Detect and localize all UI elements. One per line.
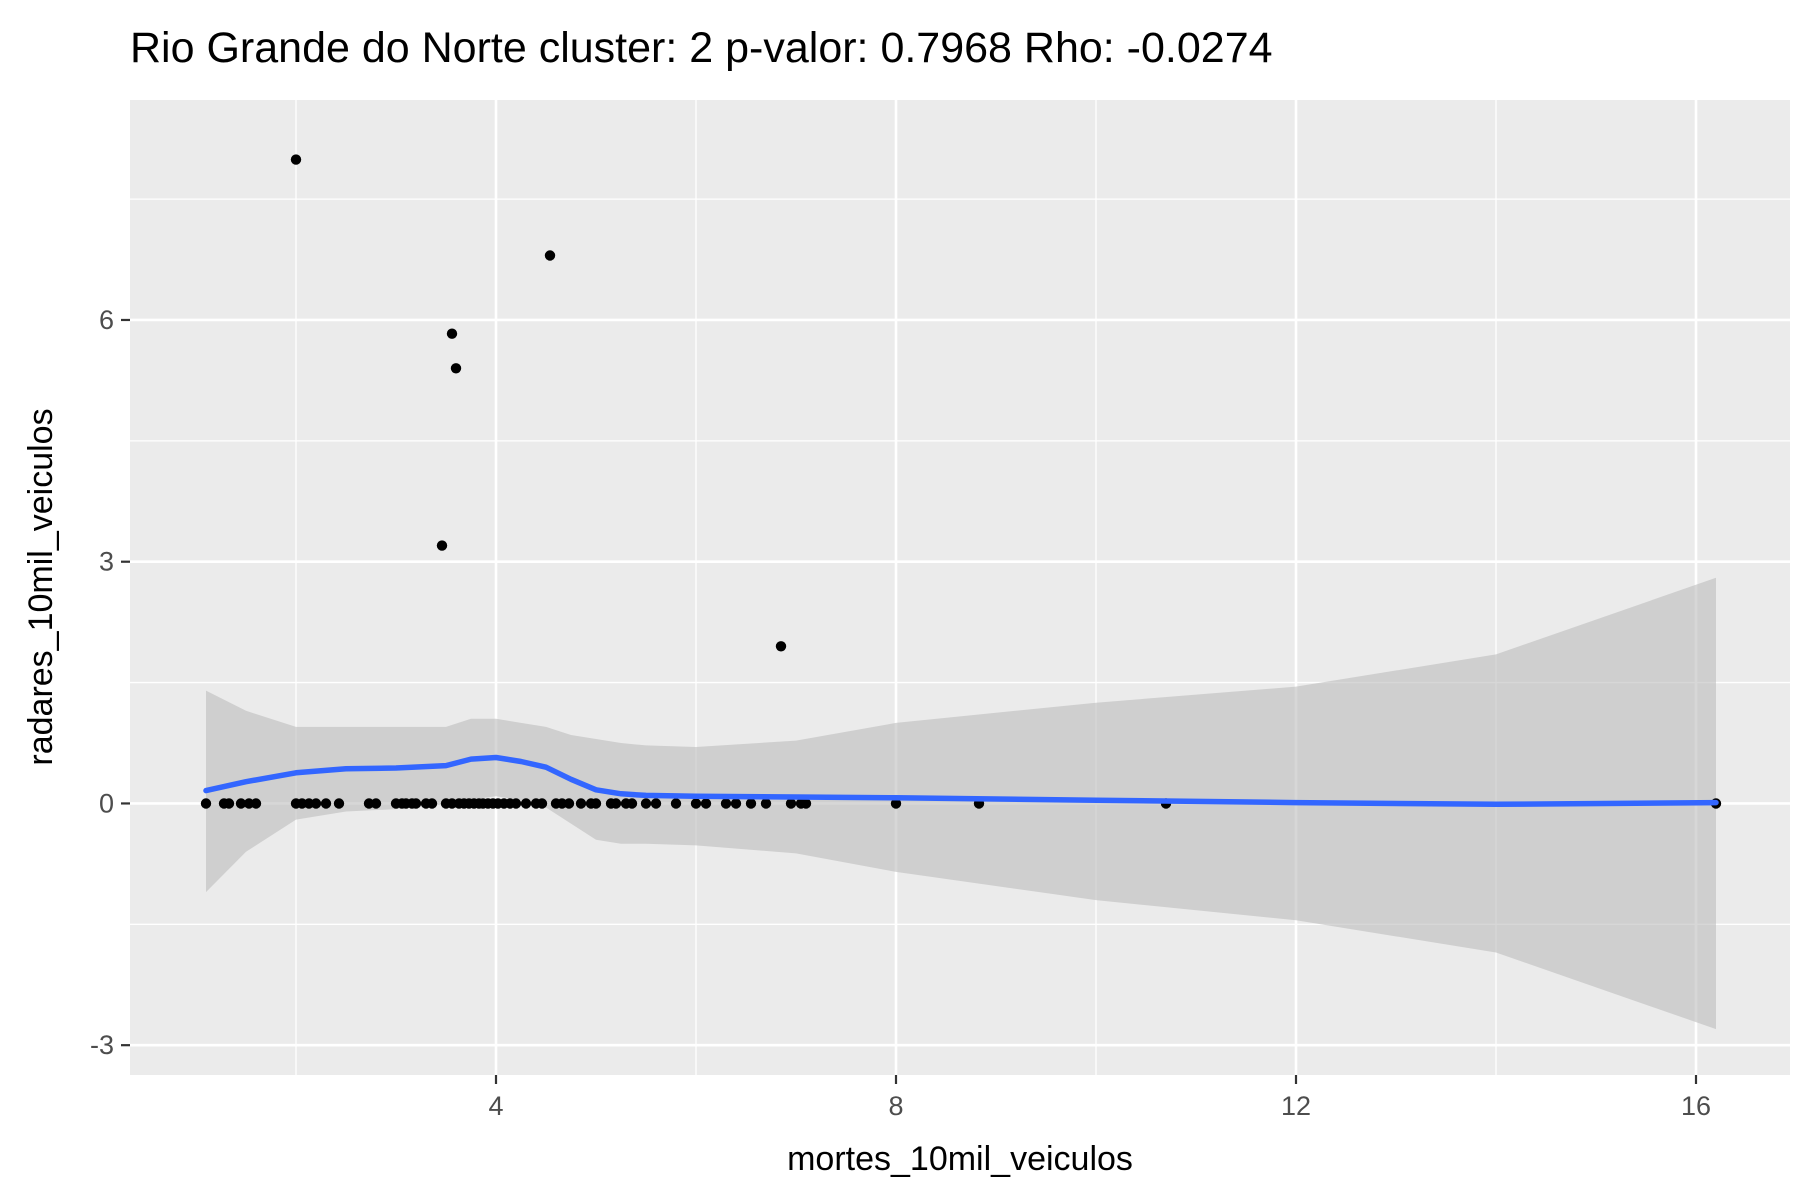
data-point [520, 798, 532, 809]
x-tick-label: 4 [488, 1091, 503, 1121]
data-point [626, 798, 638, 809]
data-point [670, 798, 682, 809]
data-point [890, 798, 902, 809]
data-point [436, 540, 448, 551]
data-point [426, 798, 438, 809]
y-tick-label: 6 [99, 305, 114, 335]
confidence-band-layer [206, 577, 1716, 1030]
y-tick-label: 0 [99, 788, 114, 818]
axes-layer: 4 8 12 16 -3 0 3 6 [90, 305, 1711, 1121]
data-point [536, 798, 548, 809]
data-point [775, 641, 787, 652]
data-point [563, 798, 575, 809]
x-tick-label: 12 [1281, 1091, 1311, 1121]
y-axis-title: radares_10mil_veiculos [22, 408, 60, 765]
smooth-line-layer [203, 754, 1719, 808]
data-point [575, 798, 587, 809]
data-point [700, 798, 712, 809]
y-tick-label: -3 [90, 1030, 114, 1060]
data-point [446, 328, 458, 339]
data-point [640, 798, 652, 809]
y-tick-label: 3 [99, 547, 114, 577]
data-point [200, 798, 212, 809]
data-point [510, 798, 522, 809]
data-point [650, 798, 662, 809]
data-point [223, 798, 235, 809]
data-point [690, 798, 702, 809]
data-point [370, 798, 382, 809]
x-tick-label: 8 [888, 1091, 903, 1121]
data-point [800, 798, 812, 809]
data-point [730, 798, 742, 809]
smooth-line [203, 754, 1719, 808]
data-points-layer [200, 154, 1722, 809]
data-point [544, 250, 556, 261]
data-point [250, 798, 262, 809]
chart-title: Rio Grande do Norte cluster: 2 p-valor: … [130, 24, 1273, 72]
confidence-band [206, 577, 1716, 1030]
data-point [310, 798, 322, 809]
data-point [720, 798, 732, 809]
data-point [745, 798, 757, 809]
data-point [785, 798, 797, 809]
data-point [320, 798, 332, 809]
data-point [450, 363, 462, 374]
x-axis-title: mortes_10mil_veiculos [787, 1140, 1133, 1178]
data-point [590, 798, 602, 809]
data-point [610, 798, 622, 809]
data-point [235, 798, 247, 809]
data-point [333, 798, 345, 809]
data-point [410, 798, 422, 809]
x-tick-label: 16 [1681, 1091, 1711, 1121]
data-point [290, 154, 302, 165]
data-point [760, 798, 772, 809]
